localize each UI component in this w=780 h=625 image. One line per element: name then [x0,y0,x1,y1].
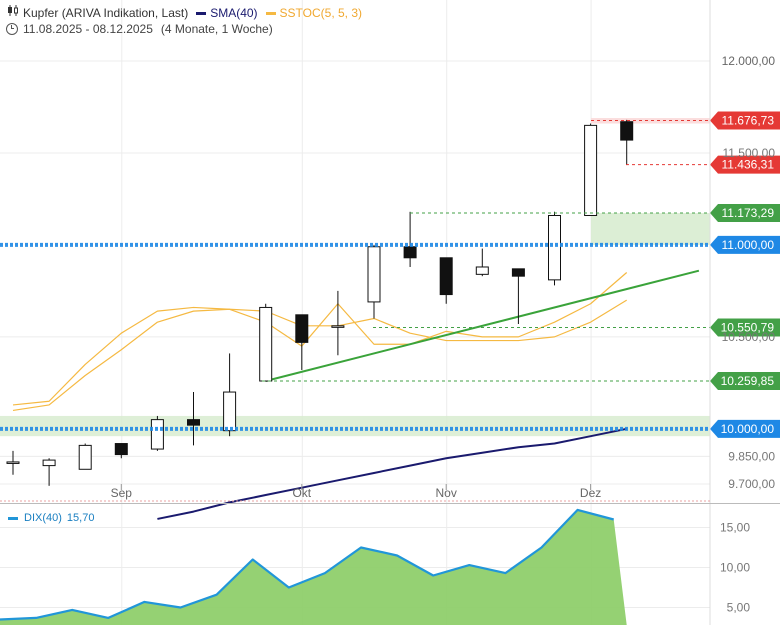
dix-legend: DIX(40) 15,70 [8,512,94,524]
x-tick-label: Okt [292,486,311,500]
sma-legend-swatch [196,11,207,15]
candle-body [584,124,598,216]
candle-body [150,419,164,450]
sstoc-k-line [12,272,628,406]
candle-body [620,121,634,141]
candle-body [548,214,561,281]
chart-title: Kupfer (ARIVA Indikation, Last) [23,6,189,20]
candle-body [511,268,525,277]
price-level-label: 10.550,79 [721,321,775,335]
x-tick-label: Dez [580,486,601,500]
date-range: 11.08.2025 - 08.12.2025 [23,22,153,36]
x-tick-label: Sep [111,486,133,500]
candle-body [367,246,381,303]
candle-body [223,391,237,432]
price-level-label: 11.000,00 [722,238,775,252]
candle-body [295,314,309,343]
price-level-tag [710,318,780,337]
price-level-tag [710,419,780,438]
y-tick-label: 9.700,00 [728,477,775,491]
dix-panel: 15,00 10,00 5,00 [0,508,751,625]
price-levels: 11.676,73 11.436,31 11.173,29 11.000,00 10.5… [0,111,780,438]
candle-body [6,461,20,464]
price-level-label: 10.259,85 [721,374,775,388]
price-level-label: 11.676,73 [722,113,775,127]
price-level-label: 11.436,31 [722,158,775,172]
chart-legend: Kupfer (ARIVA Indikation, Last) SMA(40) … [6,5,362,37]
candle-body [259,306,273,382]
price-level-tag [710,111,780,130]
sma-legend-label: SMA(40) [210,6,258,20]
candle-body [114,443,128,456]
dix-y-tick-label: 10,00 [720,561,750,575]
price-level-label: 11.173,29 [722,206,775,220]
dix-line [0,508,614,621]
sstoc-legend-label: SSTOC(5, 5, 3) [279,6,363,20]
dix-y-tick-label: 15,00 [720,521,750,535]
candle-body [439,257,453,296]
grid [0,0,710,625]
candlestick-icon [6,5,20,21]
candle-body [331,325,345,328]
y-tick-label: 10.500,00 [722,330,776,344]
candle-body [403,246,417,259]
sma40-line [157,427,627,520]
price-zone-red [591,118,710,124]
dix-legend-swatch [8,516,18,520]
candle-body [475,266,489,275]
candles [6,119,634,486]
y-tick-label: 9.850,00 [728,449,775,463]
y-tick-label: 11.500,00 [723,146,776,160]
trendline [265,269,700,382]
price-level-tag [710,235,780,254]
dix-legend-label: DIX(40) [24,512,62,524]
x-tick-label: Nov [436,486,457,500]
indicator-lines [12,269,700,520]
y-tick-label: 12.000,00 [722,54,776,68]
dix-area [0,509,627,625]
dix-legend-value: 15,70 [66,512,95,524]
price-level-tag [710,155,780,174]
price-level-tag [710,204,780,223]
candle-body [42,459,56,467]
dix-y-tick-label: 5,00 [727,601,751,615]
clock-icon [6,23,18,35]
candle-body [187,419,200,426]
candle-body [78,444,92,470]
price-level-label: 10.000,00 [721,422,775,436]
zones [0,118,710,437]
date-duration: (4 Monate, 1 Woche) [160,22,273,36]
price-level-tag [710,372,780,391]
sstoc-legend-swatch [265,11,276,15]
support-zone [0,415,710,437]
resistance-zone [591,213,710,245]
